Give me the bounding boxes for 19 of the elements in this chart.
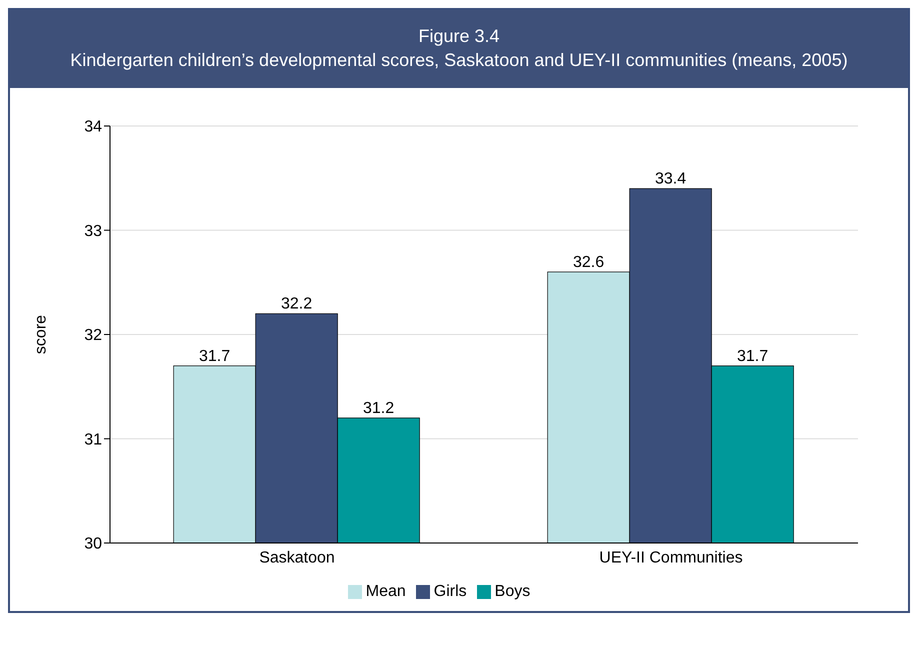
y-tick-label: 31: [84, 431, 102, 448]
y-tick-label: 30: [84, 536, 102, 553]
x-tick-label: UEY-II Communities: [599, 549, 743, 566]
data-label: 31.2: [363, 400, 394, 417]
legend-label: Boys: [494, 583, 530, 600]
y-axis-title: score: [32, 314, 50, 354]
y-tick-label: 32: [84, 327, 102, 344]
legend-label: Girls: [434, 583, 467, 600]
chart-title: Figure 3.4: [417, 25, 501, 48]
chart-subtitle: Kindergarten children’s developmental scores, Saskatoon and UEY-II communities (means, 2005): [69, 49, 849, 72]
y-tick-label: 34: [84, 118, 102, 136]
data-label: 31.7: [737, 348, 768, 365]
y-tick-label: 33: [84, 222, 102, 240]
x-tick-label: Saskatoon: [259, 549, 335, 566]
data-label: 32.6: [573, 254, 604, 271]
data-label: 33.4: [655, 170, 686, 188]
data-label: 32.2: [281, 296, 312, 313]
data-label: 31.7: [199, 348, 230, 365]
legend-label: Mean: [366, 583, 406, 600]
